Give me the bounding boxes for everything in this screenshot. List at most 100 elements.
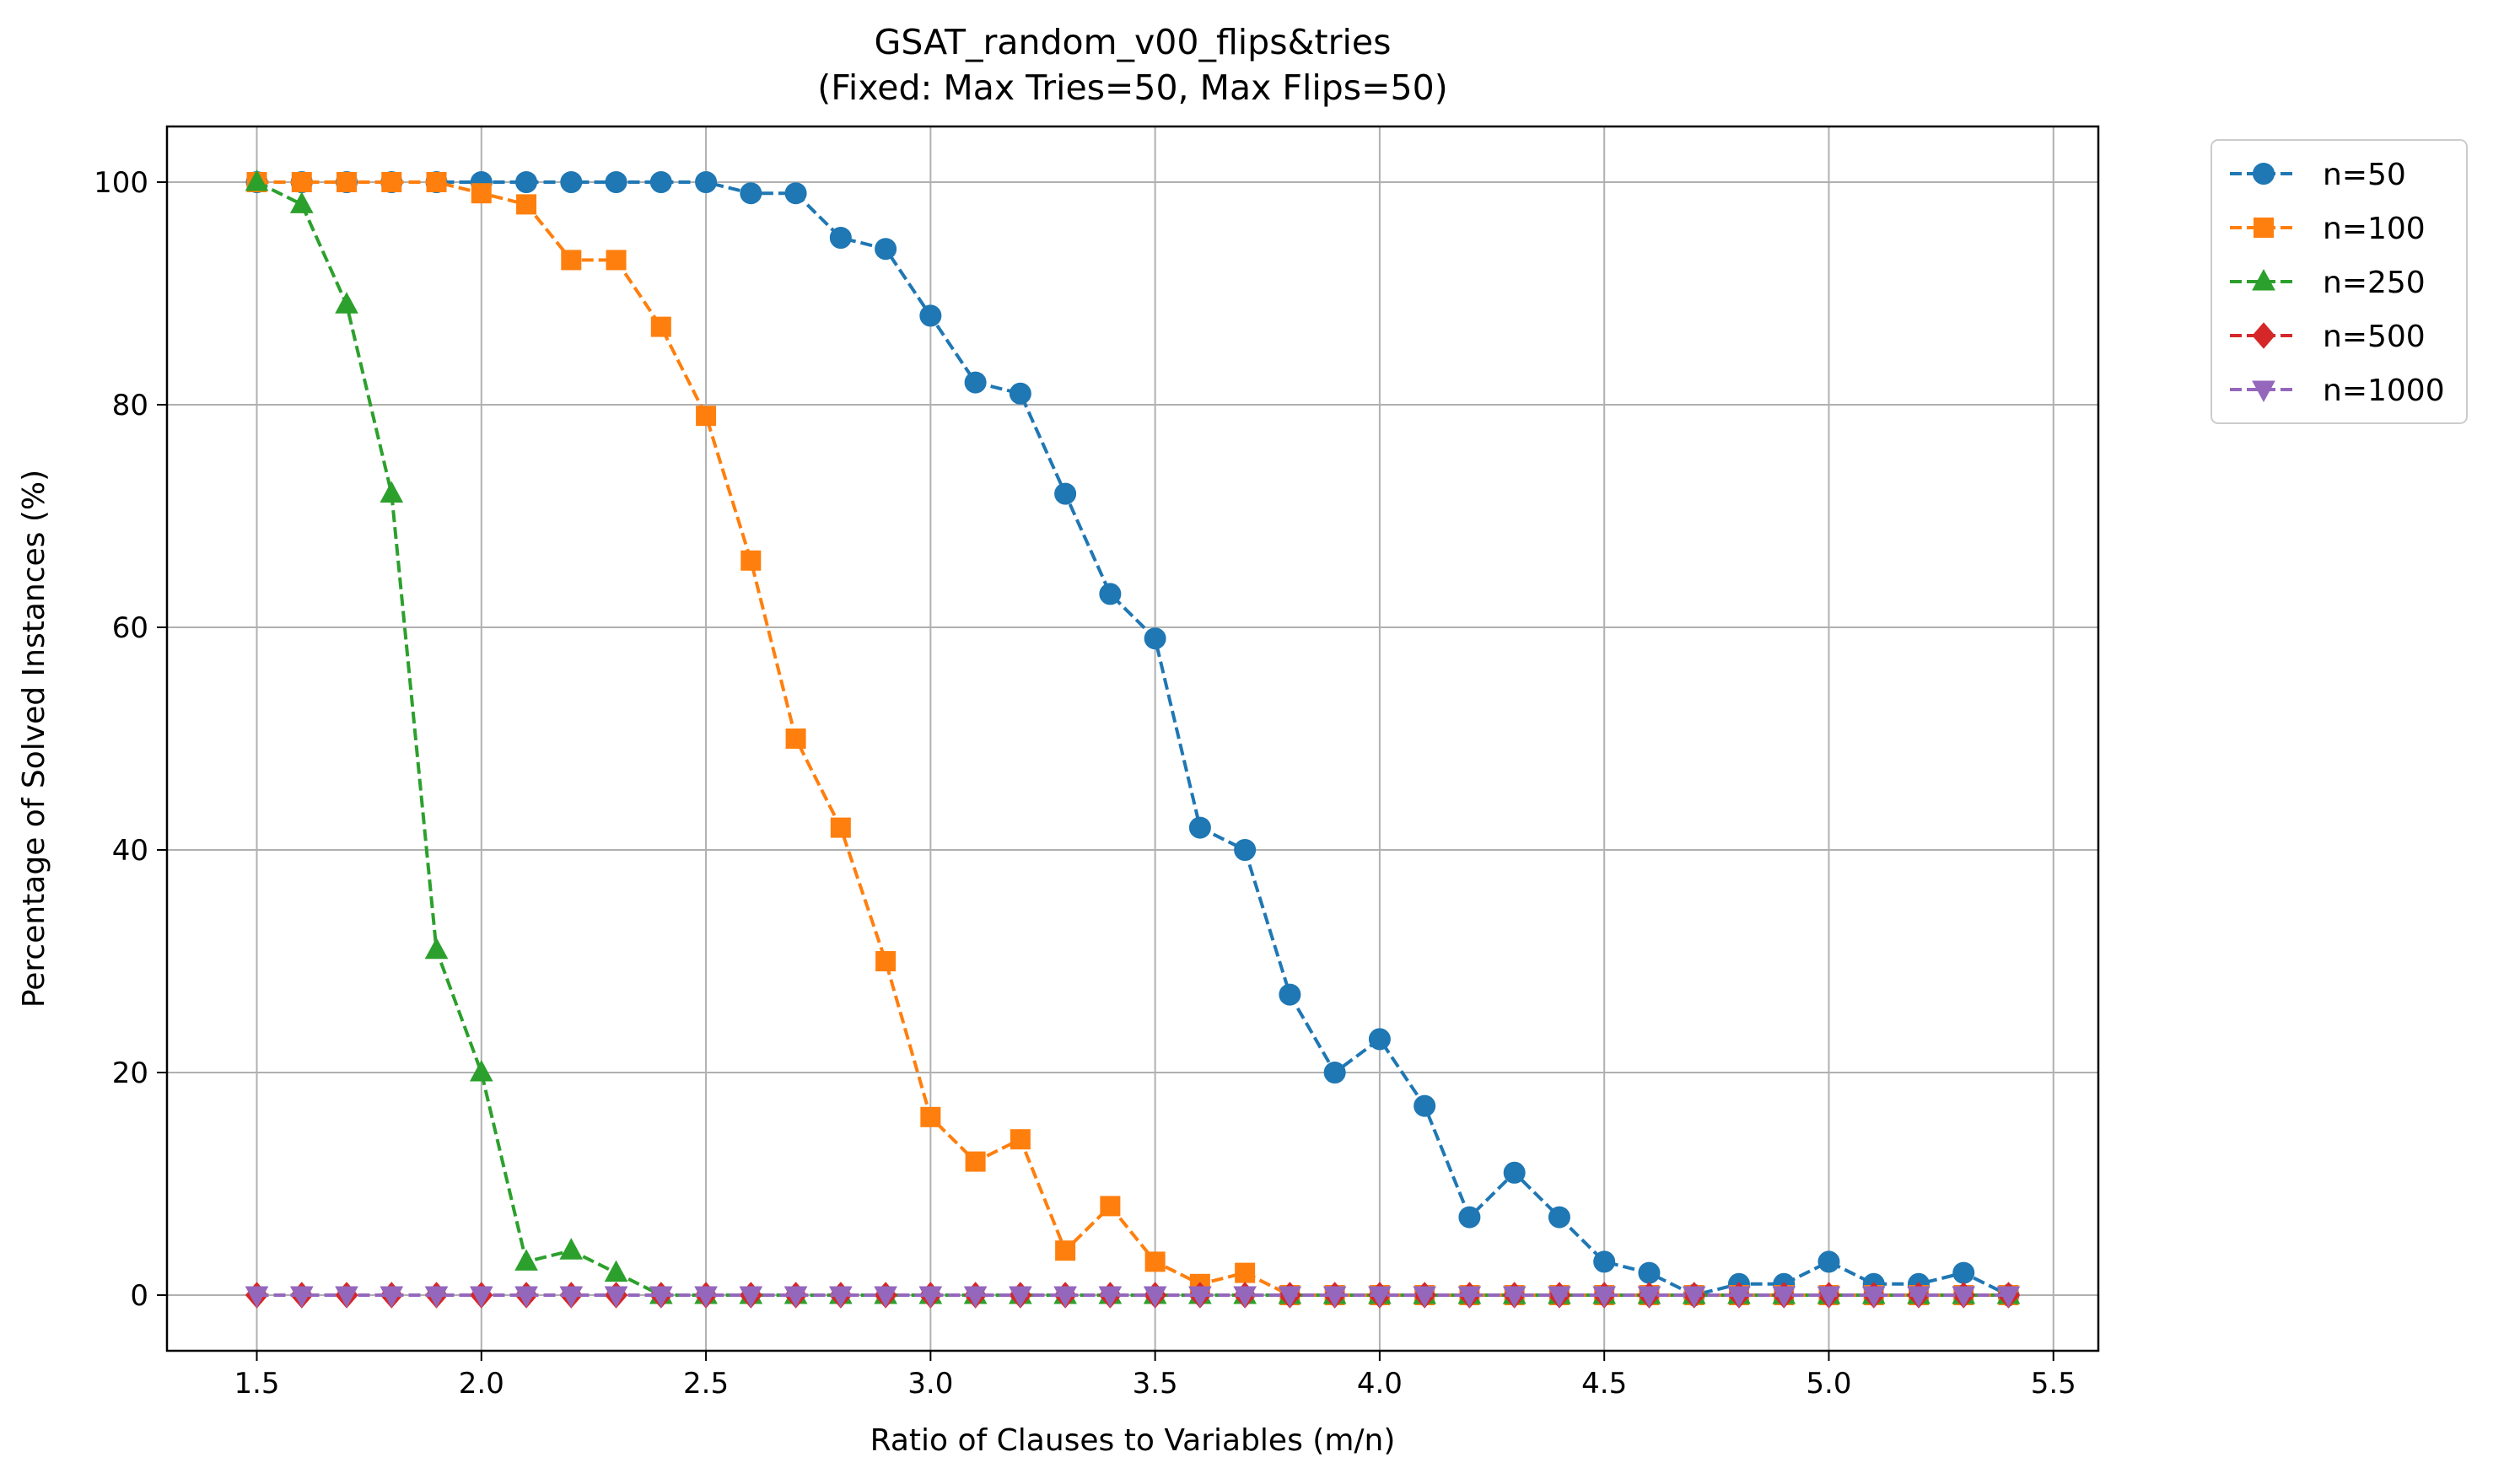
data-point [649, 1286, 673, 1309]
data-point [918, 1286, 943, 1309]
data-point [516, 194, 537, 215]
data-point [1144, 627, 1166, 650]
data-point [1098, 1286, 1123, 1309]
data-point [1413, 1286, 1437, 1309]
data-point [1952, 1286, 1976, 1309]
data-point [1279, 983, 1301, 1006]
data-point [875, 238, 897, 261]
data-point [471, 183, 492, 204]
data-point [874, 1286, 897, 1309]
x-tick-label: 1.5 [234, 1367, 279, 1401]
legend-item: n=500 [2230, 320, 2426, 354]
legend-label: n=1000 [2323, 374, 2445, 408]
legend-label: n=50 [2323, 158, 2406, 192]
data-point [830, 817, 851, 838]
data-point [426, 172, 447, 192]
series-n=100 [246, 172, 2019, 1305]
chart-title: GSAT_random_v00_flips&tries [874, 22, 1392, 62]
series-line [256, 180, 2010, 1298]
data-point [381, 172, 402, 192]
data-point [1368, 1286, 1392, 1309]
legend-marker [2252, 268, 2275, 291]
data-point [875, 951, 897, 971]
data-point [1592, 1286, 1617, 1309]
legend-label: n=100 [2323, 212, 2426, 246]
grid-lines [167, 126, 2098, 1351]
data-point [1053, 1286, 1077, 1309]
chart-subtitle: (Fixed: Max Tries=50, Max Flips=50) [817, 67, 1448, 108]
data-point [605, 171, 627, 193]
data-point [291, 172, 312, 192]
data-point [1817, 1286, 1841, 1309]
data-point [649, 171, 672, 193]
series-line [256, 180, 2009, 1297]
data-point [335, 292, 358, 314]
data-point [604, 1260, 628, 1282]
data-point [245, 169, 269, 191]
data-point [1458, 1206, 1481, 1229]
legend-marker [2253, 163, 2275, 185]
axis-ticks: 1.5 2.0 2.5 3.0 3.5 4.0 4.5 5.0 5.5 0 20 40 60 80 100 [94, 166, 2076, 1401]
data-point [829, 227, 852, 249]
x-tick-label: 3.0 [907, 1367, 953, 1401]
legend-label: n=500 [2323, 320, 2426, 354]
data-point [559, 1286, 584, 1309]
data-point [424, 937, 449, 960]
legend-marker [2252, 380, 2275, 403]
legend-item: n=100 [2230, 212, 2426, 246]
data-point [1548, 1206, 1570, 1229]
data-point [1235, 1262, 1256, 1283]
data-point [1143, 1286, 1167, 1309]
data-point [696, 406, 717, 427]
data-point [560, 171, 583, 193]
data-point [559, 1238, 584, 1260]
data-point [1055, 1240, 1076, 1261]
data-point [1323, 1062, 1346, 1083]
data-point [1144, 1251, 1166, 1272]
data-point [740, 550, 762, 571]
data-point [514, 1249, 538, 1271]
data-point [1010, 1129, 1031, 1150]
data-point [828, 1286, 853, 1309]
data-point [1009, 1286, 1032, 1309]
data-point [606, 250, 627, 271]
legend-item: n=1000 [2230, 374, 2445, 408]
data-point [289, 1286, 314, 1309]
data-point [1188, 1286, 1212, 1309]
series-n=250 [245, 169, 2021, 1304]
data-point [1861, 1286, 1886, 1309]
data-point [919, 304, 942, 327]
data-point [1368, 1028, 1391, 1051]
data-point [1548, 1286, 1571, 1309]
data-point [1100, 1196, 1121, 1217]
series-line [256, 180, 2009, 1297]
y-tick-label: 20 [112, 1057, 148, 1090]
data-point [1099, 583, 1122, 605]
data-point [561, 250, 582, 271]
x-tick-label: 4.5 [1581, 1367, 1627, 1401]
data-point [739, 1286, 763, 1309]
x-tick-label: 3.5 [1133, 1367, 1178, 1401]
y-tick-label: 40 [112, 834, 148, 868]
legend-box [2211, 139, 2468, 424]
data-point [1593, 1250, 1616, 1273]
x-axis-label: Ratio of Clauses to Variables (m/n) [870, 1423, 1396, 1458]
data-point [1638, 1261, 1661, 1284]
data-point [514, 1286, 538, 1309]
legend: n=50 n=100 n=250 n=500 n=1000 [2211, 139, 2468, 424]
legend-marker [2254, 218, 2274, 238]
x-tick-label: 2.5 [683, 1367, 729, 1401]
data-point [920, 1106, 941, 1127]
data-point [1637, 1286, 1661, 1309]
data-point [695, 171, 718, 193]
data-point [1772, 1286, 1796, 1309]
legend-item: n=250 [2230, 266, 2426, 300]
data-point [963, 1286, 988, 1309]
data-point [1233, 1286, 1257, 1309]
data-point [1907, 1286, 1931, 1309]
y-axis-label: Percentage of Solved Instances (%) [17, 470, 51, 1008]
data-point [469, 1059, 493, 1082]
legend-label: n=250 [2323, 266, 2426, 300]
data-point [604, 1286, 628, 1309]
